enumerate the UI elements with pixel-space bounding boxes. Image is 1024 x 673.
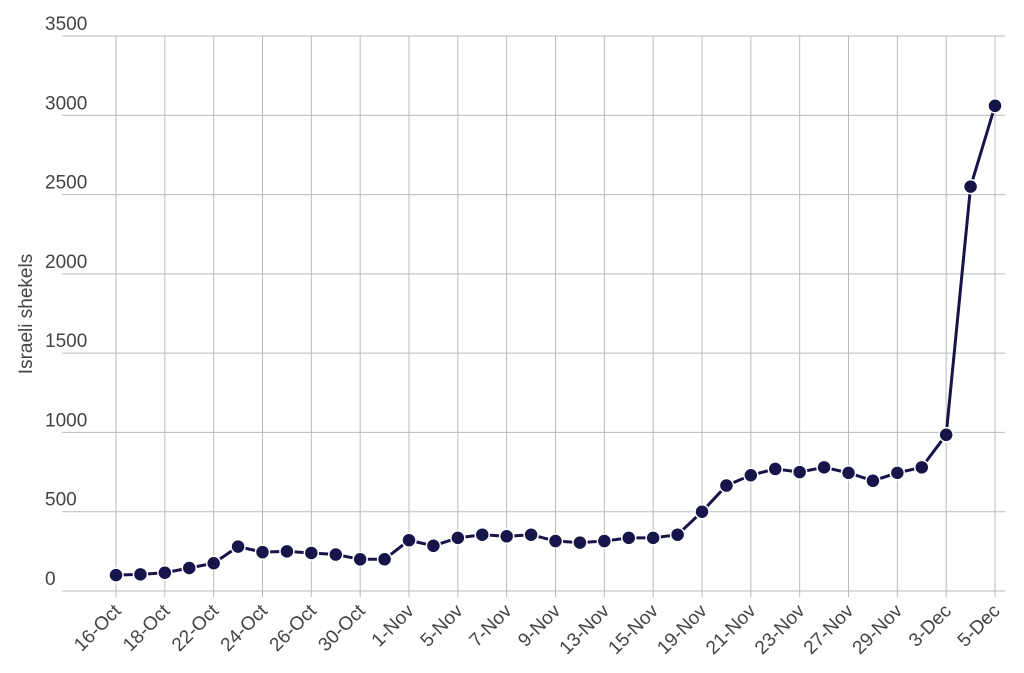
x-tick-label: 15-Nov xyxy=(605,600,664,659)
x-tick-label: 23-Nov xyxy=(751,600,810,659)
x-tick-label: 27-Nov xyxy=(800,600,859,659)
point xyxy=(865,473,881,489)
x-tick-label: 13-Nov xyxy=(556,600,615,659)
point xyxy=(938,427,954,443)
x-tick-label: 1-Nov xyxy=(368,600,419,651)
x-tick-label: 5-Dec xyxy=(954,601,1005,652)
point xyxy=(889,465,906,481)
point xyxy=(108,567,124,583)
point xyxy=(401,532,417,549)
point xyxy=(987,98,1003,114)
y-tick-label: 3500 xyxy=(45,14,87,35)
point xyxy=(279,543,295,560)
y-tick-label: 3000 xyxy=(45,93,87,114)
y-tick-label: 500 xyxy=(45,490,77,511)
x-tick-label: 30-Oct xyxy=(315,600,371,656)
point xyxy=(376,551,393,568)
point xyxy=(132,566,149,583)
point xyxy=(328,546,344,563)
point xyxy=(962,178,979,195)
x-tick-label: 3-Dec xyxy=(905,601,956,652)
point xyxy=(914,459,930,476)
x-tick-label: 19-Nov xyxy=(653,600,712,659)
point xyxy=(523,526,539,543)
point xyxy=(303,545,320,561)
x-tick-label: 7-Nov xyxy=(466,600,517,651)
point xyxy=(718,477,735,494)
point xyxy=(669,526,686,543)
point xyxy=(694,503,710,520)
x-tick-label: 18-Oct xyxy=(119,600,175,656)
point xyxy=(498,528,515,545)
point xyxy=(157,565,173,581)
point xyxy=(596,533,613,549)
y-axis-label: Israeli shekels xyxy=(16,254,37,374)
y-tick-label: 1000 xyxy=(45,410,87,431)
y-tick-label: 0 xyxy=(45,569,56,590)
x-tick-label: 16-Oct xyxy=(70,600,126,656)
x-tick-label: 29-Nov xyxy=(849,600,908,659)
point xyxy=(352,551,368,568)
y-tick-label: 2500 xyxy=(45,173,87,194)
point xyxy=(230,538,246,555)
point xyxy=(181,560,197,576)
point xyxy=(474,526,490,543)
point xyxy=(791,464,808,480)
point xyxy=(205,555,222,571)
point xyxy=(450,530,466,546)
point xyxy=(547,533,564,549)
x-tick-label: 24-Oct xyxy=(217,600,273,656)
point xyxy=(743,467,759,483)
point xyxy=(572,534,588,551)
x-tick-label: 5-Nov xyxy=(417,600,468,651)
point xyxy=(767,461,783,477)
x-tick-label: 22-Oct xyxy=(168,600,224,656)
y-tick-label: 2000 xyxy=(45,252,87,273)
x-tick-label: 26-Oct xyxy=(266,600,322,656)
point xyxy=(816,459,832,476)
point xyxy=(425,538,442,554)
y-tick-label: 1500 xyxy=(45,331,87,352)
point xyxy=(621,530,637,546)
x-tick-label: 21-Nov xyxy=(702,600,761,659)
point xyxy=(254,544,271,560)
point xyxy=(645,530,661,546)
point xyxy=(840,465,857,481)
